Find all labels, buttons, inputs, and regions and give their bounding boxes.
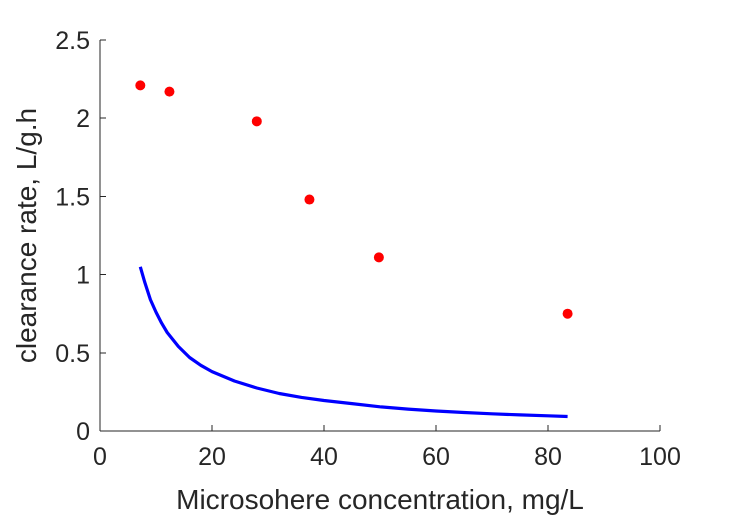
x-tick-label: 100 [639,443,681,471]
data-point [164,86,175,97]
fit-curve-line [138,266,568,419]
y-tick-label: 0.5 [55,340,90,368]
axes [99,40,660,432]
y-axis-title: clearance rate, L/g.h [11,108,42,363]
y-tick-label: 2.5 [55,27,90,55]
x-axis-title: Microsohere concentration, mg/L [176,484,584,515]
x-tick-label: 60 [422,443,450,471]
data-point [135,80,146,91]
y-tick-label: 0 [76,418,90,446]
data-point [251,116,262,127]
x-ticks: 0 20 40 60 80 100 [93,425,681,471]
x-tick-label: 80 [534,443,562,471]
data-point [304,194,315,205]
x-tick-label: 40 [310,443,338,471]
data-point [562,308,573,319]
y-tick-label: 1 [76,262,90,290]
y-tick-label: 2 [76,105,90,133]
data-point [373,252,384,263]
y-tick-label: 1.5 [55,183,90,211]
plot-series [135,80,573,419]
y-ticks: 0 0.5 1 1.5 2 2.5 [55,27,106,446]
x-tick-label: 0 [93,443,107,471]
x-tick-label: 20 [198,443,226,471]
